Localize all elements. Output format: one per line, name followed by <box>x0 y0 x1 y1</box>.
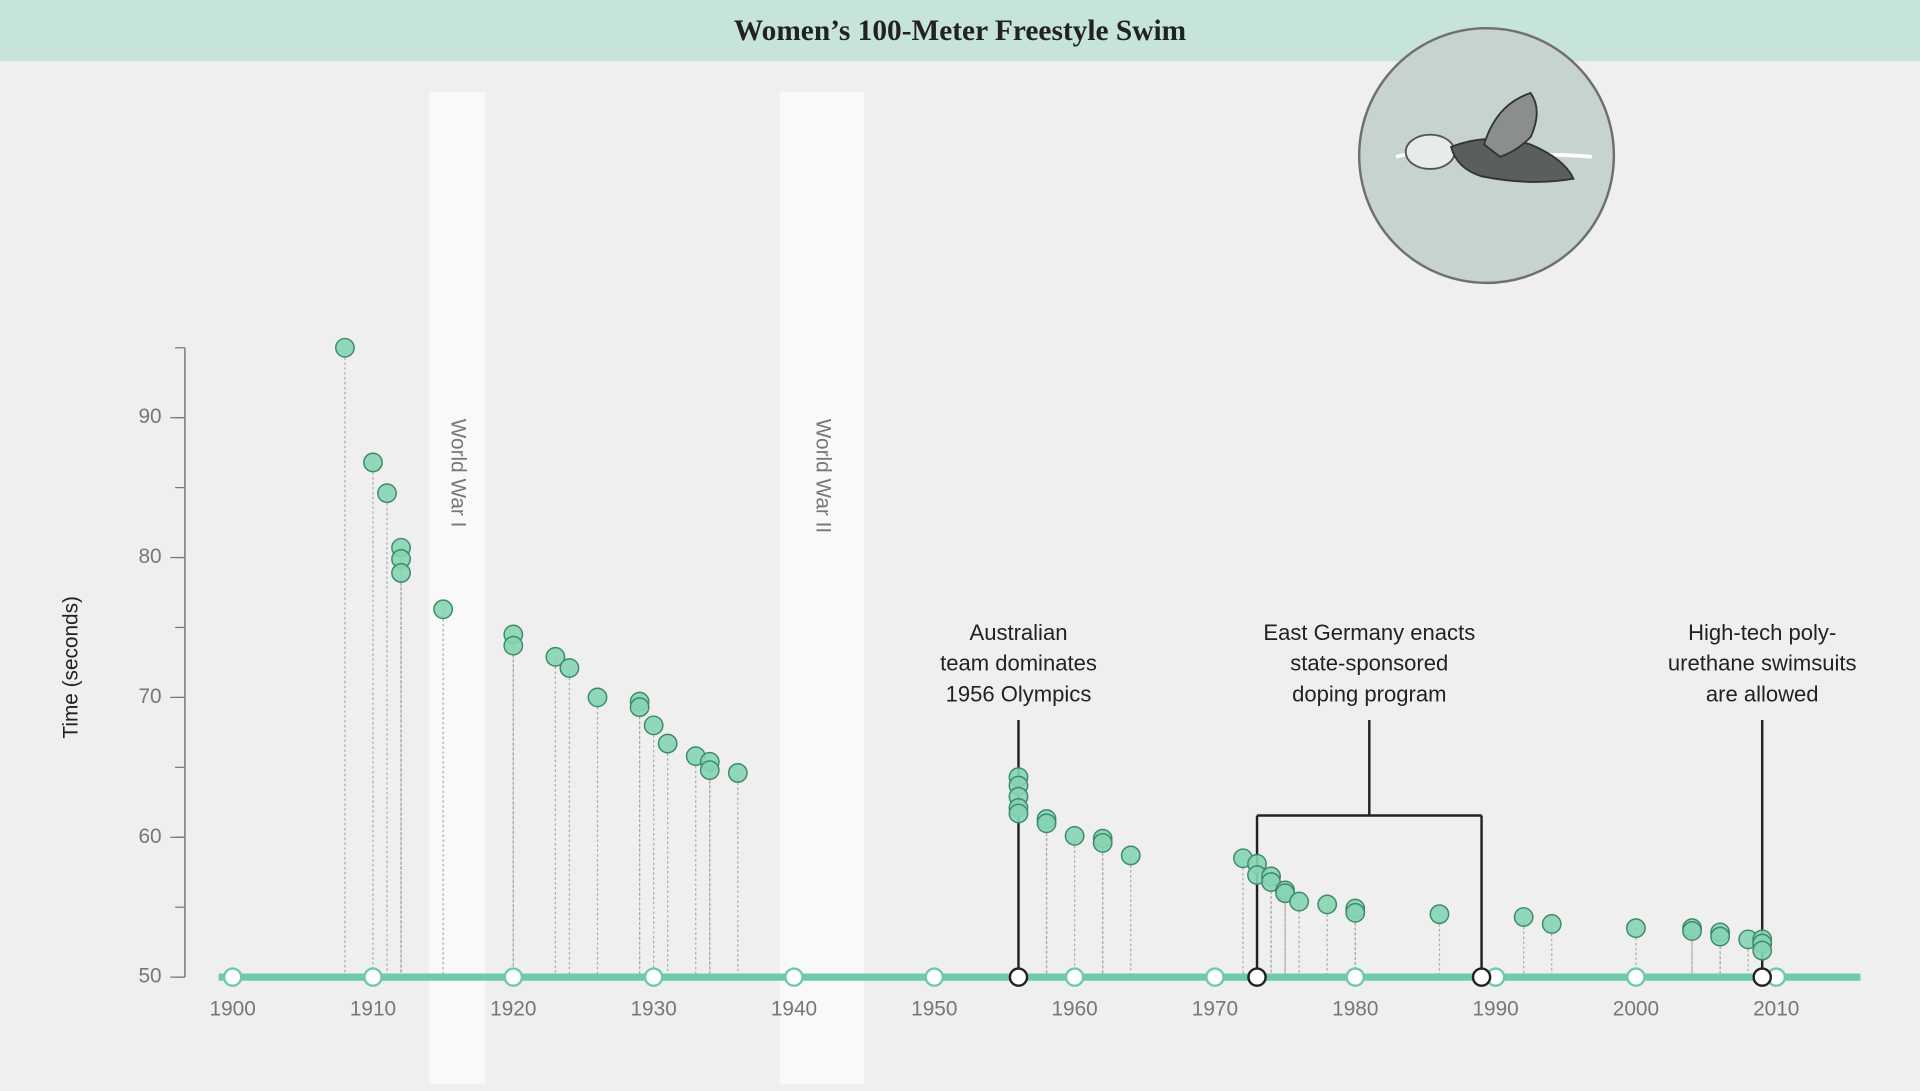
annotation-text: urethane swimsuits <box>1668 651 1857 676</box>
annotation-text: 1956 Olympics <box>946 681 1092 706</box>
x-tick <box>1064 967 1085 987</box>
record-point <box>1120 845 1141 866</box>
annotation-marker <box>1008 967 1029 987</box>
x-tick <box>222 967 243 987</box>
record-point <box>1710 926 1731 947</box>
record-point <box>643 715 664 736</box>
record-point <box>1752 940 1773 961</box>
annotation-text: Australian <box>969 620 1067 645</box>
annotation-text: team dominates <box>940 651 1097 676</box>
record-point <box>545 646 566 667</box>
x-tick-label: 1910 <box>350 998 396 1021</box>
record-point <box>1429 904 1450 925</box>
annotation-text: are allowed <box>1706 681 1819 706</box>
record-point <box>334 337 355 358</box>
annotation-marker <box>1752 967 1773 987</box>
y-tick-label: 60 <box>138 825 161 848</box>
war-band <box>429 91 486 1084</box>
record-point <box>629 697 650 718</box>
x-tick-label: 1980 <box>1332 998 1378 1021</box>
x-tick <box>1345 967 1366 987</box>
x-tick <box>784 967 804 987</box>
record-point <box>377 483 397 504</box>
record-point <box>1513 907 1534 927</box>
annotation-marker <box>1471 967 1492 987</box>
x-tick-label: 1960 <box>1051 998 1097 1021</box>
war-band <box>779 91 865 1084</box>
record-point <box>657 733 678 754</box>
x-tick-label: 1930 <box>630 998 676 1021</box>
record-point <box>1317 894 1338 915</box>
y-axis-label: Time (seconds) <box>60 596 83 739</box>
x-tick-label: 2000 <box>1613 998 1659 1021</box>
annotation-text: East Germany enacts <box>1263 620 1475 645</box>
swimmer-illustration <box>1357 26 1616 285</box>
x-tick <box>363 967 383 987</box>
header-band <box>0 0 1920 62</box>
record-point <box>1092 832 1113 853</box>
x-tick <box>503 967 524 987</box>
record-point <box>727 763 748 783</box>
x-tick-label: 1950 <box>911 998 957 1021</box>
record-point <box>559 658 580 678</box>
record-point <box>391 563 411 583</box>
y-tick-label: 70 <box>138 685 161 708</box>
annotation-marker <box>1247 967 1267 987</box>
record-point <box>1626 918 1646 939</box>
y-tick-label: 90 <box>138 405 161 428</box>
record-point <box>503 635 524 656</box>
record-point <box>587 687 608 708</box>
band-label: World War I <box>447 419 470 528</box>
x-tick-label: 1940 <box>771 998 817 1021</box>
record-point <box>1541 914 1562 934</box>
record-point <box>699 760 720 781</box>
x-tick-label: 2010 <box>1753 998 1799 1021</box>
x-tick-label: 1900 <box>210 998 256 1021</box>
x-tick-label: 1970 <box>1192 998 1238 1021</box>
x-tick <box>924 967 945 987</box>
record-point <box>1289 891 1310 912</box>
record-point <box>363 452 383 473</box>
annotation-text: High-tech poly- <box>1688 620 1836 645</box>
record-point <box>1682 921 1702 941</box>
record-point <box>1064 825 1085 846</box>
x-tick <box>1626 967 1646 987</box>
annotation-text: doping program <box>1292 681 1446 706</box>
y-tick-label: 50 <box>138 965 161 988</box>
record-point <box>1008 803 1029 824</box>
x-tick-label: 1990 <box>1472 998 1518 1021</box>
annotation-text: state-sponsored <box>1290 651 1448 676</box>
record-point <box>1036 813 1057 834</box>
x-tick <box>643 967 664 987</box>
chart-title: Women’s 100-Meter Freestyle Swim <box>734 15 1186 47</box>
x-tick-label: 1920 <box>490 998 536 1021</box>
y-tick-label: 80 <box>138 545 161 568</box>
record-point <box>433 599 454 620</box>
band-label: World War II <box>812 419 835 533</box>
record-point <box>1345 902 1366 923</box>
x-tick <box>1205 967 1225 987</box>
